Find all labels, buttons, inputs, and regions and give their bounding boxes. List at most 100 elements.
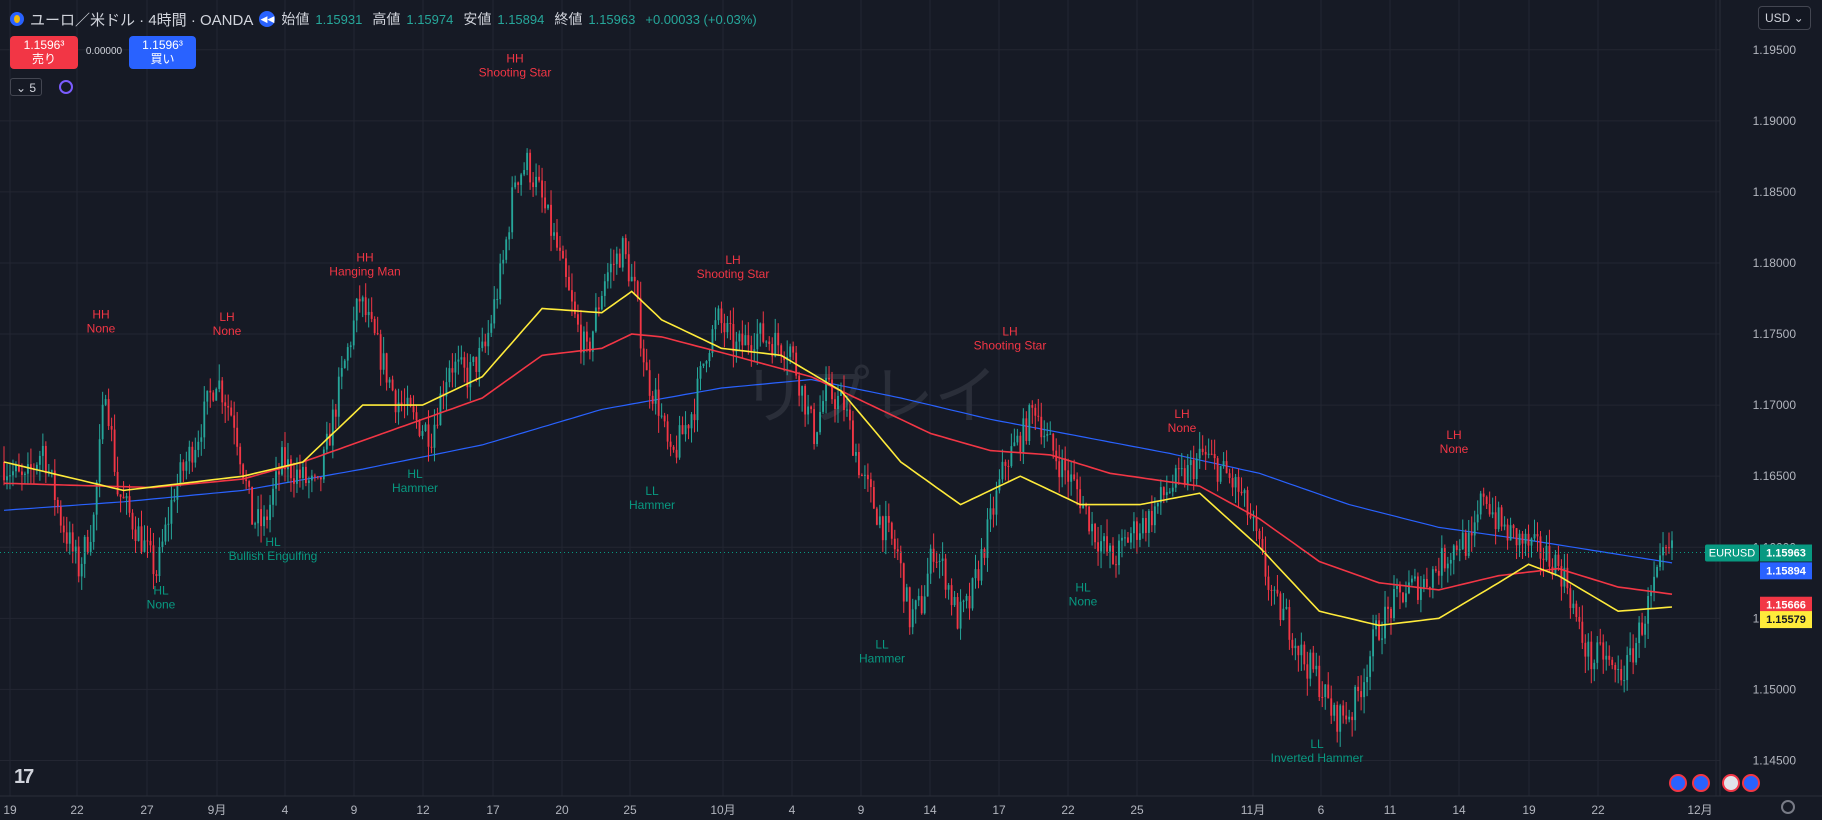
candle: [436, 407, 439, 429]
candle: [59, 500, 62, 533]
candle-body: [819, 411, 821, 433]
candle-body: [520, 174, 523, 185]
candle-body: [394, 390, 397, 413]
candle: [1192, 445, 1195, 491]
candle-body: [1156, 502, 1159, 507]
candle: [1270, 584, 1273, 606]
candle-body: [905, 587, 908, 602]
candle: [1638, 616, 1641, 658]
flag-badge-icon[interactable]: [1722, 774, 1740, 792]
candle: [343, 358, 346, 369]
candle-body: [349, 345, 352, 348]
candle-body: [68, 532, 71, 544]
symbol-tag-label: EURUSD: [1709, 548, 1756, 560]
tradingview-logo[interactable]: 17: [14, 766, 34, 788]
candle: [155, 570, 158, 583]
candle: [1644, 616, 1647, 648]
candle: [179, 454, 182, 487]
candle-body: [594, 307, 597, 332]
candle-body: [406, 397, 409, 406]
candle: [1135, 517, 1138, 554]
candle: [113, 414, 116, 476]
candle: [681, 416, 684, 435]
candle-body: [12, 471, 14, 476]
candle: [989, 493, 992, 532]
event-badge-icon[interactable]: [1742, 774, 1760, 792]
candle-body: [654, 389, 657, 404]
price-axis[interactable]: 1.19500 1.19000 1.18500 1.18000 1.17500 1.170…: [1705, 0, 1822, 820]
candle: [1153, 497, 1156, 534]
replay-rewind-icon[interactable]: ◀◀: [259, 11, 276, 27]
candle-body: [1473, 522, 1476, 536]
candle-body: [1201, 448, 1204, 452]
candle: [245, 469, 248, 490]
candle-body: [720, 308, 723, 324]
candle-body: [1034, 407, 1037, 416]
event-badge-icon[interactable]: [1692, 774, 1710, 792]
event-badge-icon[interactable]: [1669, 774, 1687, 792]
candle-body: [1177, 468, 1180, 470]
candle: [553, 222, 555, 240]
candle: [1336, 701, 1339, 743]
candle: [863, 465, 866, 490]
candle-body: [669, 441, 672, 447]
candle: [131, 509, 134, 540]
candle-body: [860, 475, 863, 477]
candle-body: [878, 516, 881, 525]
candle-body: [505, 239, 508, 260]
x-tick-label: 17: [992, 803, 1006, 817]
candle-body: [322, 449, 325, 480]
candle-body: [1213, 453, 1216, 459]
candle: [591, 330, 594, 362]
candle-body: [675, 449, 678, 458]
buy-button[interactable]: 1.1596³ 買い: [129, 36, 196, 69]
candle-body: [884, 516, 887, 541]
candle-body: [1671, 540, 1673, 548]
candle-body: [233, 415, 236, 428]
annotation-pattern: Bullish Engulfing: [229, 549, 318, 563]
candle: [502, 250, 505, 275]
candle: [878, 504, 881, 529]
gear-icon[interactable]: [1781, 800, 1795, 814]
candle: [421, 425, 424, 440]
symbol-tag: [1705, 544, 1759, 562]
candle-body: [1623, 680, 1626, 682]
candle-body: [1300, 644, 1303, 656]
candle-body: [343, 360, 346, 369]
candle: [1231, 468, 1234, 497]
currency-select[interactable]: USD ⌄: [1758, 6, 1811, 30]
candle-body: [1665, 547, 1667, 549]
candle: [1133, 512, 1135, 549]
candle: [1294, 638, 1297, 661]
candle: [926, 557, 929, 597]
candle-body: [1575, 603, 1578, 617]
candle: [657, 373, 660, 433]
candle: [1509, 517, 1512, 541]
candle-body: [439, 393, 442, 426]
candle-body: [1470, 532, 1473, 536]
x-tick-label: 14: [1452, 803, 1466, 817]
candle: [1222, 452, 1225, 469]
candle: [346, 343, 349, 371]
candle: [852, 410, 854, 456]
sell-button[interactable]: 1.1596³ 売り: [10, 36, 78, 69]
annotation-swing: LL: [875, 638, 889, 652]
candle-body: [299, 469, 301, 478]
candle-body: [971, 578, 974, 609]
candle: [968, 582, 971, 620]
candle: [729, 310, 732, 340]
indicator-toggle-button[interactable]: ⌄ 5: [10, 78, 42, 96]
candle: [875, 506, 878, 526]
candle: [974, 554, 977, 589]
currency-flag-icon: [10, 12, 24, 26]
candle-body: [355, 298, 358, 321]
candle: [816, 431, 819, 447]
symbol-title[interactable]: ユーロ／米ドル · 4時間 · OANDA: [30, 11, 254, 29]
chart-grid: [0, 0, 1720, 796]
candle-body: [1599, 642, 1602, 644]
sync-icon[interactable]: [59, 80, 73, 94]
time-axis[interactable]: 19 22 27 9月 4 9 12 17 20 25 10月 4 9 14 17 22 25 11月 6 11 14 1…: [0, 795, 1822, 817]
candle-body: [319, 477, 322, 480]
candle: [1180, 453, 1183, 477]
